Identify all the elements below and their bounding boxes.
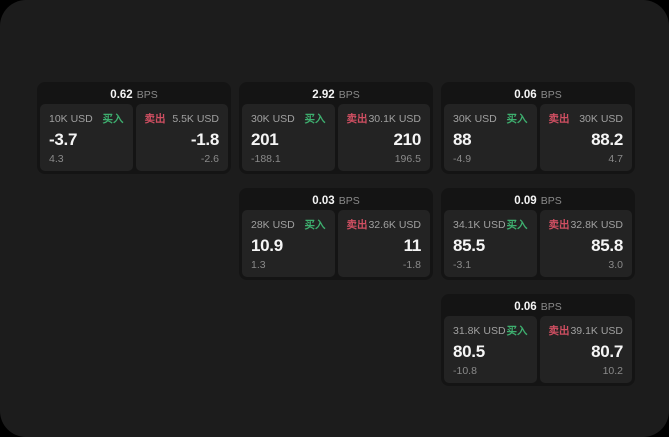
sell-action-label: 卖出 xyxy=(548,325,570,337)
buy-delta: -10.8 xyxy=(453,365,477,377)
sell-delta: -1.8 xyxy=(402,259,421,271)
spread-unit: BPS xyxy=(136,88,158,101)
sell-size: 32.6K USD xyxy=(368,218,421,231)
buy-action-label: 买入 xyxy=(506,113,528,125)
buy-size: 34.1K USD xyxy=(453,218,506,231)
spread-unit: BPS xyxy=(338,194,360,207)
sell-action-label: 卖出 xyxy=(144,113,166,125)
spread-unit: BPS xyxy=(540,300,562,313)
sell-size: 30.1K USD xyxy=(368,112,421,125)
quote-card-5: 0.09 BPS 34.1K USD 买入 85.5 -3.1 卖出 32.8K… xyxy=(441,188,635,280)
buy-action-label: 买入 xyxy=(304,113,326,125)
buy-size: 10K USD xyxy=(49,112,93,125)
sell-action-label: 卖出 xyxy=(548,113,570,125)
sell-tile[interactable]: 卖出 30.1K USD 210 196.5 xyxy=(337,104,430,171)
spread-value: 0.62 xyxy=(110,88,133,101)
sell-price: 80.7 xyxy=(591,342,623,361)
buy-tile[interactable]: 30K USD 买入 88 -4.9 xyxy=(444,104,537,171)
spread-unit: BPS xyxy=(540,88,562,101)
buy-price: 10.9 xyxy=(251,236,283,255)
buy-tile[interactable]: 31.8K USD 买入 80.5 -10.8 xyxy=(444,316,537,383)
sell-action-label: 卖出 xyxy=(346,219,368,231)
sell-tile[interactable]: 卖出 5.5K USD -1.8 -2.6 xyxy=(135,104,228,171)
buy-price: 201 xyxy=(251,130,279,149)
spread-header: 0.62 BPS xyxy=(40,85,228,104)
sell-price: 85.8 xyxy=(591,236,623,255)
spread-value: 0.06 xyxy=(514,300,537,313)
spread-header: 0.09 BPS xyxy=(444,191,632,210)
buy-tile[interactable]: 30K USD 买入 201 -188.1 xyxy=(242,104,335,171)
buy-action-label: 买入 xyxy=(304,219,326,231)
quote-card-4: 0.03 BPS 28K USD 买入 10.9 1.3 卖出 32.6K US… xyxy=(239,188,433,280)
sell-size: 32.8K USD xyxy=(570,218,623,231)
spread-value: 0.06 xyxy=(514,88,537,101)
sell-size: 30K USD xyxy=(579,112,623,125)
buy-price: 80.5 xyxy=(453,342,485,361)
sell-price: -1.8 xyxy=(190,130,219,149)
buy-tile[interactable]: 10K USD 买入 -3.7 4.3 xyxy=(40,104,133,171)
sell-delta: -2.6 xyxy=(200,153,219,165)
buy-action-label: 买入 xyxy=(506,219,528,231)
buy-price: 88 xyxy=(453,130,472,149)
buy-delta: -188.1 xyxy=(251,153,281,165)
sell-price: 88.2 xyxy=(591,130,623,149)
sell-delta: 3.0 xyxy=(608,259,623,271)
sell-action-label: 卖出 xyxy=(346,113,368,125)
buy-delta: 4.3 xyxy=(49,153,64,165)
quote-card-grid: 0.62 BPS 10K USD 买入 -3.7 4.3 卖出 5.5K USD xyxy=(37,82,635,386)
sell-delta: 10.2 xyxy=(602,365,623,377)
buy-size: 28K USD xyxy=(251,218,295,231)
buy-delta: -3.1 xyxy=(453,259,472,271)
spread-value: 2.92 xyxy=(312,88,335,101)
buy-action-label: 买入 xyxy=(102,113,124,125)
sell-size: 39.1K USD xyxy=(570,324,623,337)
buy-size: 30K USD xyxy=(453,112,497,125)
buy-delta: -4.9 xyxy=(453,153,472,165)
sell-tile[interactable]: 卖出 30K USD 88.2 4.7 xyxy=(539,104,632,171)
buy-delta: 1.3 xyxy=(251,259,266,271)
spread-header: 0.06 BPS xyxy=(444,297,632,316)
sell-delta: 4.7 xyxy=(608,153,623,165)
buy-size: 31.8K USD xyxy=(453,324,506,337)
sell-price: 210 xyxy=(393,130,422,149)
buy-action-label: 买入 xyxy=(506,325,528,337)
sell-tile[interactable]: 卖出 32.8K USD 85.8 3.0 xyxy=(539,210,632,277)
sell-size: 5.5K USD xyxy=(172,112,219,125)
sell-tile[interactable]: 卖出 32.6K USD 11 -1.8 xyxy=(337,210,430,277)
buy-price: -3.7 xyxy=(49,130,78,149)
buy-price: 85.5 xyxy=(453,236,485,255)
quote-card-6: 0.06 BPS 31.8K USD 买入 80.5 -10.8 卖出 39.1… xyxy=(441,294,635,386)
buy-tile[interactable]: 28K USD 买入 10.9 1.3 xyxy=(242,210,335,277)
sell-tile[interactable]: 卖出 39.1K USD 80.7 10.2 xyxy=(539,316,632,383)
sell-delta: 196.5 xyxy=(394,153,421,165)
spread-header: 2.92 BPS xyxy=(242,85,430,104)
sell-action-label: 卖出 xyxy=(548,219,570,231)
buy-size: 30K USD xyxy=(251,112,295,125)
spread-unit: BPS xyxy=(540,194,562,207)
spread-value: 0.03 xyxy=(312,194,335,207)
spread-header: 0.06 BPS xyxy=(444,85,632,104)
spread-value: 0.09 xyxy=(514,194,537,207)
quote-card-2: 2.92 BPS 30K USD 买入 201 -188.1 卖出 30.1K … xyxy=(239,82,433,174)
buy-tile[interactable]: 34.1K USD 买入 85.5 -3.1 xyxy=(444,210,537,277)
sell-price: 11 xyxy=(403,236,422,255)
quote-card-1: 0.62 BPS 10K USD 买入 -3.7 4.3 卖出 5.5K USD xyxy=(37,82,231,174)
spread-header: 0.03 BPS xyxy=(242,191,430,210)
spread-unit: BPS xyxy=(338,88,360,101)
quote-card-3: 0.06 BPS 30K USD 买入 88 -4.9 卖出 30K USD xyxy=(441,82,635,174)
